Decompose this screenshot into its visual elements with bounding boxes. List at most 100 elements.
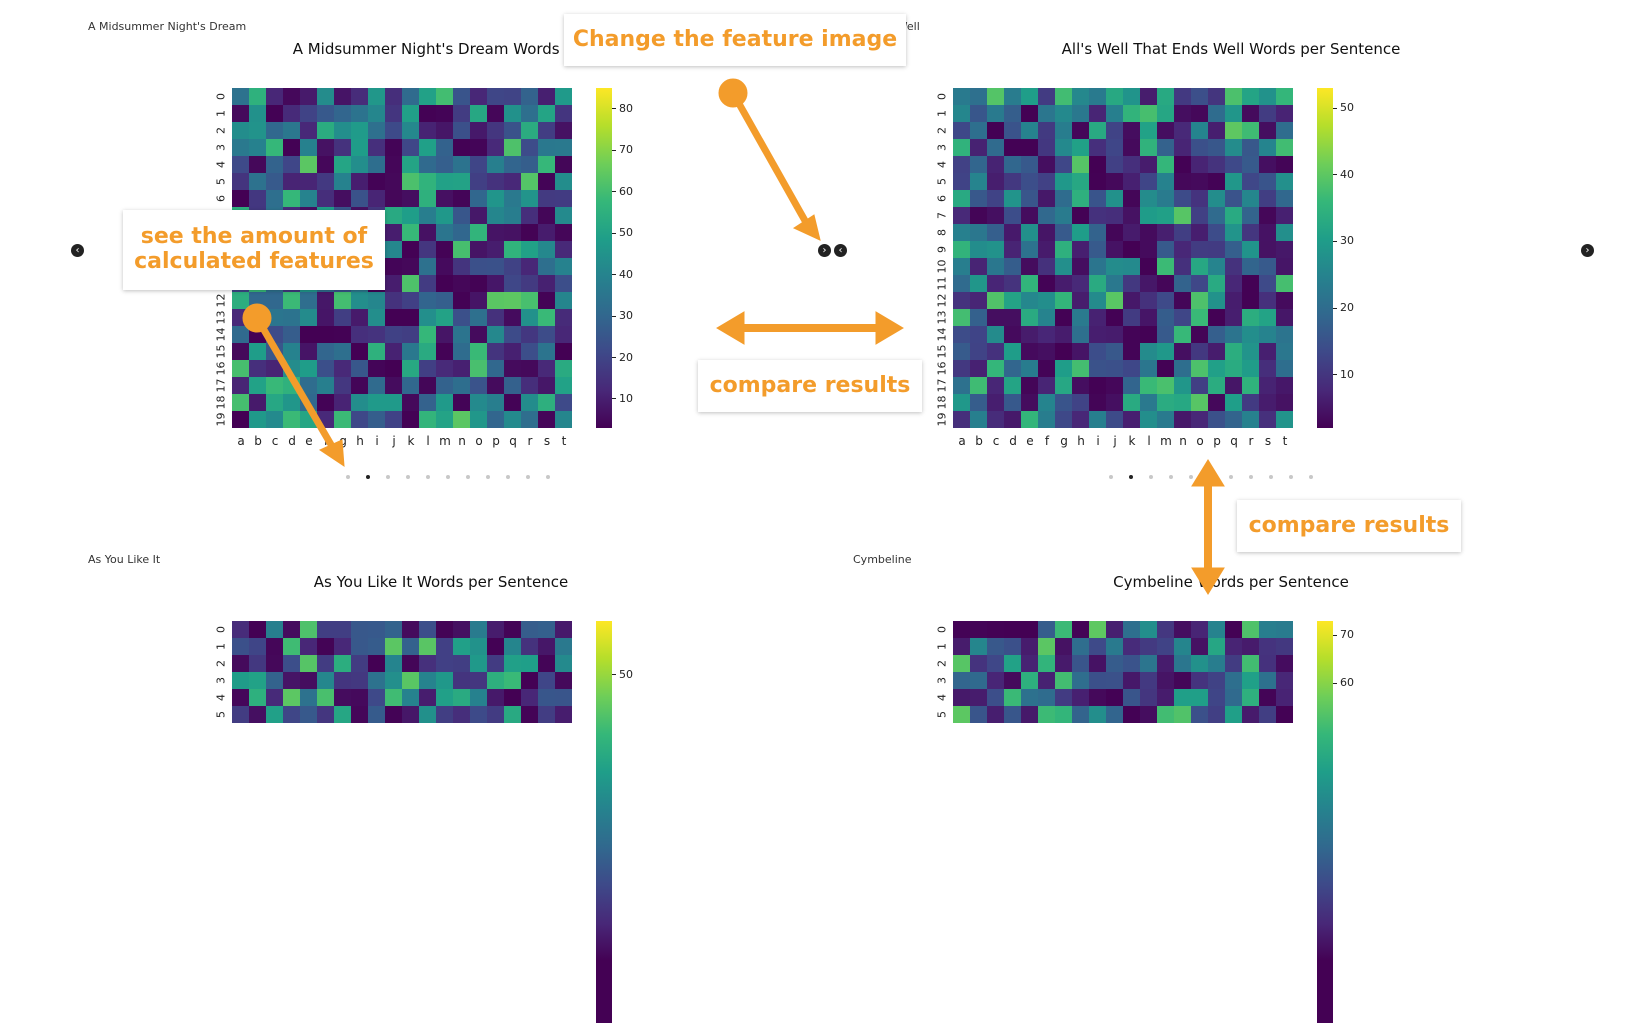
carousel-dot[interactable]: [366, 475, 370, 479]
heatmap-cell: [1038, 672, 1055, 689]
heatmap: [953, 621, 1293, 723]
carousel-prev-icon[interactable]: ‹: [834, 244, 847, 257]
carousel-dot[interactable]: [486, 475, 490, 479]
heatmap-cell: [1140, 173, 1157, 190]
heatmap-cell: [385, 655, 402, 672]
carousel-next-icon[interactable]: ›: [1581, 244, 1594, 257]
heatmap-cell: [385, 173, 402, 190]
heatmap-cell: [487, 275, 504, 292]
heatmap-cell: [1140, 655, 1157, 672]
heatmap-cell: [1106, 343, 1123, 360]
callout-compare-results: compare results: [1237, 500, 1461, 552]
carousel-dot[interactable]: [1209, 475, 1213, 479]
carousel-next-icon[interactable]: ›: [818, 244, 831, 257]
heatmap-cell: [970, 173, 987, 190]
heatmap-cell: [1276, 173, 1293, 190]
heatmap-cell: [1259, 190, 1276, 207]
carousel-dot[interactable]: [526, 475, 530, 479]
heatmap-cell: [1106, 105, 1123, 122]
heatmap-cell: [334, 105, 351, 122]
heatmap-cell: [1089, 241, 1106, 258]
heatmap-cell: [1157, 207, 1174, 224]
carousel-dot[interactable]: [1289, 475, 1293, 479]
heatmap-cell: [1021, 621, 1038, 638]
heatmap-cell: [953, 655, 970, 672]
heatmap-cell: [1276, 394, 1293, 411]
heatmap-cell: [1157, 190, 1174, 207]
carousel-dot[interactable]: [1109, 475, 1113, 479]
heatmap-cell: [1242, 173, 1259, 190]
carousel-dot[interactable]: [506, 475, 510, 479]
heatmap-cell: [538, 207, 555, 224]
carousel-dot[interactable]: [546, 475, 550, 479]
heatmap-cell: [1225, 224, 1242, 241]
heatmap-cell: [1055, 207, 1072, 224]
heatmap-cell: [266, 190, 283, 207]
heatmap-cell: [351, 638, 368, 655]
heatmap-cell: [1276, 360, 1293, 377]
heatmap-cell: [970, 377, 987, 394]
heatmap-cell: [470, 122, 487, 139]
heatmap-cell: [300, 377, 317, 394]
carousel-dot[interactable]: [466, 475, 470, 479]
heatmap-cell: [1038, 241, 1055, 258]
heatmap-cell: [1038, 655, 1055, 672]
heatmap-cell: [1242, 105, 1259, 122]
heatmap-cell: [1089, 309, 1106, 326]
carousel-dot[interactable]: [1249, 475, 1253, 479]
carousel-dot[interactable]: [426, 475, 430, 479]
heatmap-cell: [538, 88, 555, 105]
heatmap-cell: [555, 88, 572, 105]
carousel-dot[interactable]: [346, 475, 350, 479]
carousel-dot[interactable]: [386, 475, 390, 479]
carousel-dot[interactable]: [406, 475, 410, 479]
heatmap-cell: [1021, 309, 1038, 326]
y-tick-label: 18: [935, 395, 949, 410]
heatmap-cell: [419, 394, 436, 411]
heatmap-cell: [1191, 343, 1208, 360]
heatmap-cell: [402, 394, 419, 411]
heatmap-cell: [436, 207, 453, 224]
heatmap-cell: [1072, 292, 1089, 309]
heatmap-cell: [283, 88, 300, 105]
heatmap-cell: [987, 190, 1004, 207]
colorbar: [1317, 88, 1333, 428]
heatmap-cell: [555, 190, 572, 207]
carousel-prev-icon[interactable]: ‹: [71, 244, 84, 257]
carousel-dot[interactable]: [1129, 475, 1133, 479]
heatmap-cell: [470, 326, 487, 343]
carousel-dot[interactable]: [1269, 475, 1273, 479]
heatmap-cell: [1157, 309, 1174, 326]
heatmap-cell: [300, 689, 317, 706]
carousel-dot[interactable]: [1229, 475, 1233, 479]
heatmap-cell: [1106, 309, 1123, 326]
heatmap-cell: [1123, 224, 1140, 241]
carousel-dot[interactable]: [1189, 475, 1193, 479]
heatmap-cell: [1021, 394, 1038, 411]
heatmap-cell: [555, 706, 572, 723]
heatmap-cell: [436, 122, 453, 139]
carousel-dot[interactable]: [1169, 475, 1173, 479]
heatmap-cell: [385, 689, 402, 706]
heatmap-cell: [283, 156, 300, 173]
heatmap-cell: [1157, 360, 1174, 377]
heatmap-cell: [1259, 88, 1276, 105]
heatmap-cell: [317, 706, 334, 723]
heatmap-cell: [1089, 655, 1106, 672]
heatmap-cell: [317, 672, 334, 689]
heatmap-cell: [351, 621, 368, 638]
heatmap-cell: [1208, 105, 1225, 122]
carousel-dot[interactable]: [1309, 475, 1313, 479]
heatmap-cell: [1004, 275, 1021, 292]
heatmap-cell: [351, 190, 368, 207]
carousel-dot[interactable]: [446, 475, 450, 479]
heatmap-cell: [1055, 689, 1072, 706]
heatmap-cell: [266, 173, 283, 190]
carousel-dot[interactable]: [1149, 475, 1153, 479]
heatmap-cell: [249, 139, 266, 156]
heatmap-cell: [987, 655, 1004, 672]
heatmap-cell: [987, 394, 1004, 411]
heatmap-cell: [470, 394, 487, 411]
heatmap-cell: [1072, 241, 1089, 258]
heatmap-cell: [368, 326, 385, 343]
